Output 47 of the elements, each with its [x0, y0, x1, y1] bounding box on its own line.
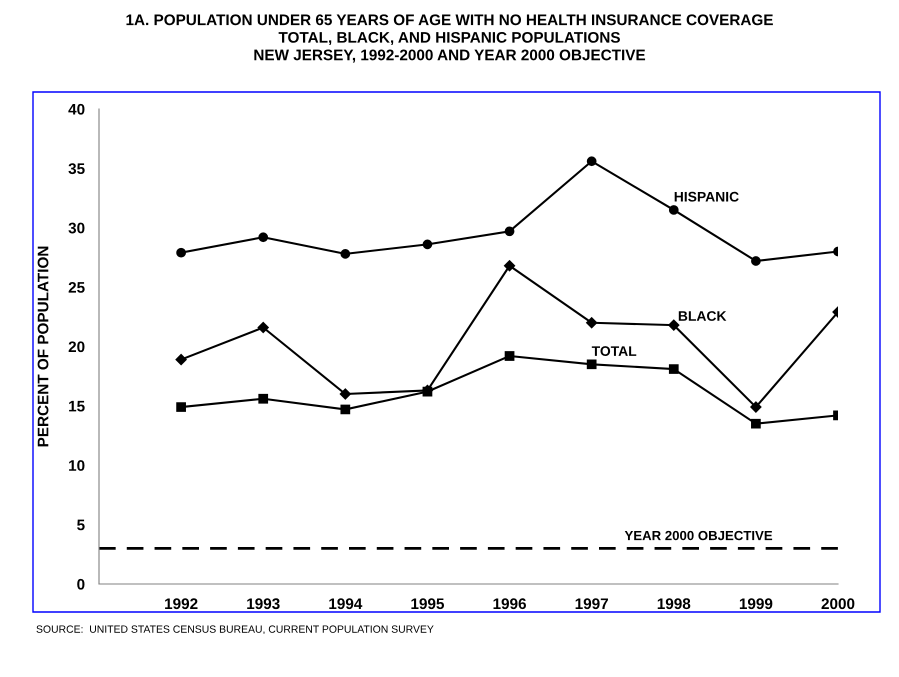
x-tick-label: 2000	[822, 598, 854, 610]
x-tick-label: 1998	[658, 598, 690, 610]
point	[258, 232, 268, 242]
y-tick-label: 25	[68, 282, 85, 293]
series-label: TOTAL	[592, 346, 636, 356]
point	[586, 317, 598, 328]
point	[750, 401, 762, 413]
x-tick-label: 1995	[411, 598, 444, 610]
y-tick-label: 40	[68, 104, 84, 115]
y-tick-label: 0	[77, 578, 84, 590]
point	[176, 354, 187, 366]
x-tick-label: 1997	[576, 598, 608, 610]
point	[340, 249, 350, 259]
y-tick-label: 15	[69, 400, 85, 412]
point	[340, 388, 351, 400]
series-label: BLACK	[678, 311, 726, 321]
chart-title: 1A. POPULATION UNDER 65 YEARS OF AGE WITH NO HEALTH INSURANCE COVERAGE TOTAL, BLACK, AND HISPANIC POPULATIONS NEW JERSEY, 1992-2000 AND YEAR 2000 OBJECTIVE	[126, 14, 773, 63]
x-tick-label: 1994	[329, 598, 362, 610]
point	[258, 394, 268, 404]
x-tick-label: 1996	[494, 598, 526, 610]
y-tick-label: 20	[68, 341, 84, 352]
point	[176, 402, 186, 412]
point	[751, 418, 761, 429]
point	[504, 226, 514, 236]
point	[258, 322, 269, 334]
point	[504, 351, 514, 361]
y-tick-label: 5	[77, 520, 85, 530]
x-tick-label: 1993	[247, 598, 280, 610]
y-axis-title: PERCENT OF POPULATION	[38, 246, 48, 446]
y-tick-label: 35	[68, 163, 85, 174]
ref-line-label: YEAR 2000 OBJECTIVE	[624, 530, 772, 540]
y-tick-label: 10	[69, 460, 84, 471]
point	[586, 359, 597, 370]
source-note: SOURCE: UNITED STATES CENSUS BUREAU, CURRENT POPULATION SURVEY	[36, 625, 434, 634]
point	[340, 404, 350, 414]
point	[668, 320, 680, 331]
point	[586, 156, 597, 166]
point	[751, 256, 761, 266]
point	[668, 205, 679, 215]
point	[422, 240, 432, 250]
series-label: HISPANIC	[674, 192, 739, 202]
point	[668, 364, 679, 374]
point	[504, 260, 516, 272]
x-tick-label: 1999	[740, 598, 772, 610]
y-tick-label: 30	[68, 222, 84, 234]
x-tick-label: 1992	[165, 598, 198, 610]
point	[176, 248, 186, 258]
